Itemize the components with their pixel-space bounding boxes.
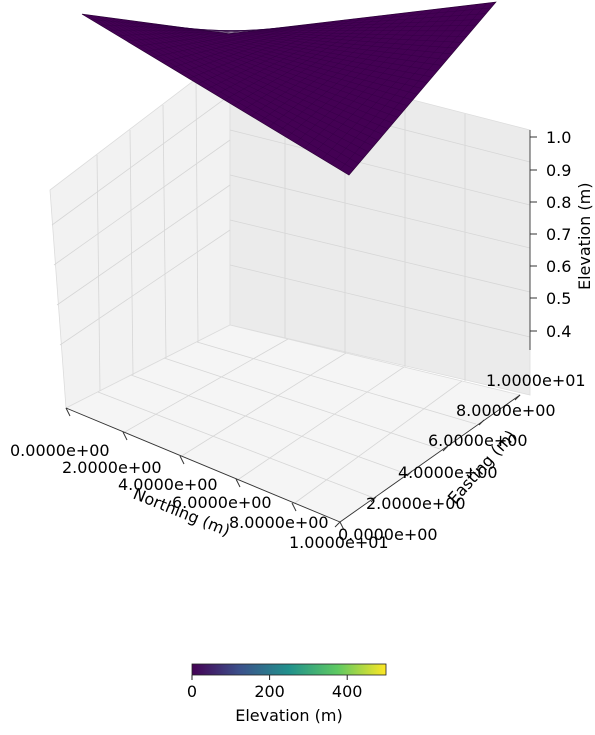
z-axis-ticks: 0.4 0.5 0.6 0.7 0.8 0.9 1.0: [530, 128, 571, 341]
colorbar-tick-label: 200: [254, 682, 285, 701]
axes-panes: [49, 52, 531, 523]
x-tick-label: 0.0000e+00: [10, 441, 110, 460]
y-tick-label: 2.0000e+00: [366, 494, 466, 513]
z-axis-label: Elevation (m): [575, 183, 594, 290]
z-tick-label: 0.4: [546, 322, 571, 341]
z-tick-label: 0.7: [546, 225, 571, 244]
z-tick-label: 0.5: [546, 289, 571, 308]
z-tick-label: 0.8: [546, 193, 571, 212]
z-tick-label: 0.9: [546, 161, 571, 180]
y-tick-label: 6.0000e+00: [428, 431, 528, 450]
y-tick-label: 0.0000e+00: [338, 525, 438, 544]
y-tick-label: 4.0000e+00: [398, 463, 498, 482]
z-tick-label: 0.6: [546, 257, 571, 276]
surface-mesh-line: [224, 7, 492, 34]
colorbar-label: Elevation (m): [235, 706, 342, 725]
colorbar-gradient: [191, 663, 387, 676]
y-axis-line: [339, 394, 521, 523]
surface-mesh-line: [90, 19, 238, 33]
colorbar: 0 200 400 Elevation (m): [187, 663, 387, 725]
colorbar-tick-label: 0: [187, 682, 197, 701]
z-tick-label: 1.0: [546, 128, 571, 147]
x-tick-label: 6.0000e+00: [172, 493, 272, 512]
y-tick-label: 1.0000e+01: [486, 371, 586, 390]
colorbar-tick-label: 400: [332, 682, 363, 701]
x-axis-line: [65, 407, 341, 523]
x-tick-label: 4.0000e+00: [118, 475, 218, 494]
x-tick-label: 1.0000e+01: [289, 533, 389, 552]
y-axis-ticks: 0.0000e+00 2.0000e+00 4.0000e+00 6.0000e…: [334, 371, 586, 544]
x-axis-ticks: 0.0000e+00 2.0000e+00 4.0000e+00 6.0000e…: [10, 407, 389, 552]
grid-lines: [51, 67, 531, 506]
surface-layer: [81, 1, 497, 176]
axis-edges: [65, 130, 531, 523]
x-tick-label: 8.0000e+00: [229, 513, 329, 532]
x-tick-label: 2.0000e+00: [62, 458, 162, 477]
y-tick-label: 8.0000e+00: [456, 401, 556, 420]
surface-mesh-line: [99, 24, 247, 32]
